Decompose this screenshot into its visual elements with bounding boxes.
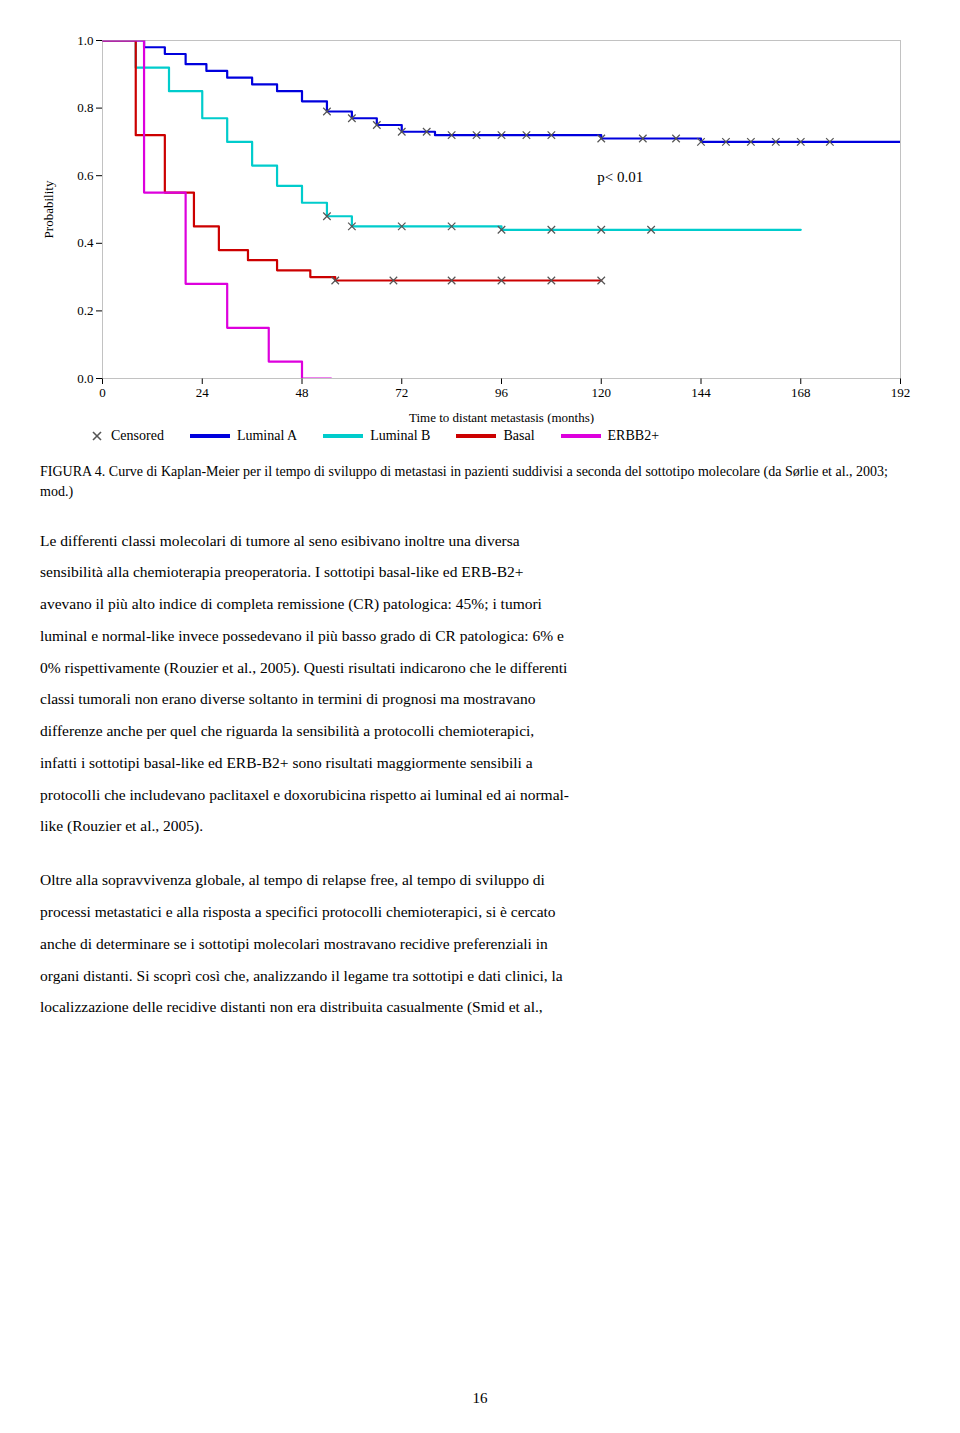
svg-text:Time to distant metastasis (mo: Time to distant metastasis (months) [409,410,594,425]
html-text:infatti i sottotipi basal-like: infatti i sottotipi basal-like ed ERB-B2… [40,754,533,771]
svg-text:192: 192 [891,385,911,400]
html-text:like (Rouzier et al., 2005).: like (Rouzier et al., 2005). [40,817,204,835]
html-text:FIGURA 4. Curve di Kaplan-Meie: FIGURA 4. Curve di Kaplan-Meier per il t… [40,464,888,500]
html-text:Luminal B: Luminal B [370,428,431,443]
svg-text:0.6: 0.6 [77,168,94,183]
svg-text:96: 96 [495,385,509,400]
html-text:localizzazione delle recidive: localizzazione delle recidive distanti n… [40,998,543,1016]
svg-text:168: 168 [791,385,811,400]
svg-text:1.0: 1.0 [77,33,93,48]
html-text:Luminal A: Luminal A [236,428,298,443]
html-text:classi tumorali non erano dive: classi tumorali non erano diverse soltan… [40,690,536,708]
html-text:0% rispettivamente (Rouzier et: 0% rispettivamente (Rouzier et al., 2005… [40,658,568,676]
html-text:anche di determinare se i sott: anche di determinare se i sottotipi mole… [40,934,548,952]
html-text:16: 16 [472,1390,488,1406]
html-text:Oltre alla sopravvivenza globa: Oltre alla sopravvivenza globale, al tem… [40,871,545,889]
svg-text:144: 144 [691,385,711,400]
svg-text:p< 0.01: p< 0.01 [597,169,643,185]
svg-text:0.0: 0.0 [77,371,93,386]
svg-text:48: 48 [296,385,309,400]
svg-text:0: 0 [99,385,106,400]
html-text:ERBB2+: ERBB2+ [607,428,659,443]
html-text:Basal: Basal [503,428,535,443]
svg-text:0.8: 0.8 [77,100,93,115]
html-text:protocolli che includevano pac: protocolli che includevano paclitaxel e … [40,785,569,803]
html-text:organi distanti. Si scoprì cos: organi distanti. Si scoprì così che, ana… [40,966,563,984]
html-text:differenze anche per quel che: differenze anche per quel che riguarda l… [40,722,535,740]
svg-text:Probability: Probability [41,180,56,238]
svg-text:0.2: 0.2 [77,303,93,318]
svg-text:120: 120 [592,385,612,400]
html-text:luminal e normal-like invece p: luminal e normal-like invece possedevano… [40,626,564,644]
html-text:avevano il più alto indice di: avevano il più alto indice di completa r… [40,595,542,613]
html-text:sensibilità alla chemioterapia: sensibilità alla chemioterapia preoperat… [40,563,524,581]
svg-text:72: 72 [395,385,408,400]
html-text:Le differenti classi molecolar: Le differenti classi molecolari di tumor… [40,531,520,549]
svg-text:24: 24 [196,385,210,400]
html-text:processi metastatici e alla ri: processi metastatici e alla risposta a s… [40,903,556,920]
svg-text:0.4: 0.4 [77,235,94,250]
html-text:Censored: Censored [111,428,164,443]
